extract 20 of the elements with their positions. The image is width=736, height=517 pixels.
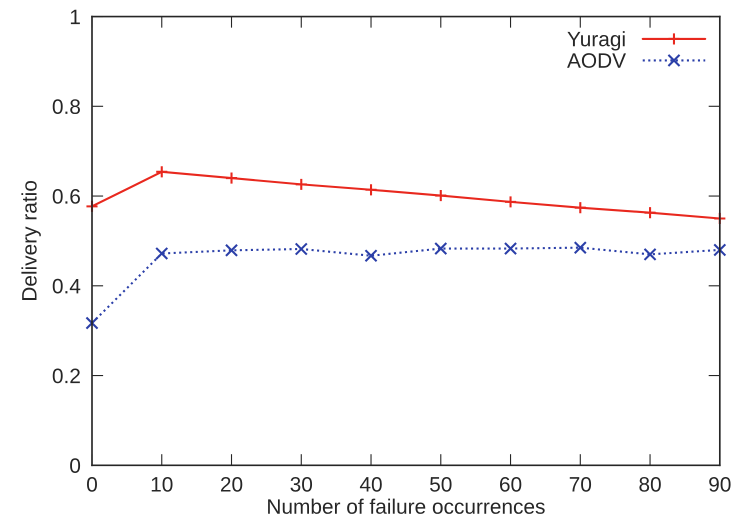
y-axis-title: Delivery ratio <box>21 181 41 300</box>
y-tick-label: 1 <box>70 10 80 24</box>
x-tick-label: 30 <box>290 476 312 492</box>
y-tick-label: 0.4 <box>52 278 80 294</box>
x-tick-label: 70 <box>570 476 592 492</box>
x-tick-label: 90 <box>709 476 731 492</box>
x-tick-label: 60 <box>500 476 522 492</box>
legend-label: AODV <box>567 53 626 68</box>
y-tick-label: 0.2 <box>52 368 80 384</box>
x-axis-title: Number of failure occurrences <box>268 498 545 514</box>
x-tick-label: 10 <box>152 476 173 492</box>
legend-label: Yuragi <box>567 31 625 51</box>
y-tick-label: 0.6 <box>52 189 80 204</box>
y-tick-label: 0 <box>70 458 80 474</box>
x-tick-label: 0 <box>87 476 97 492</box>
x-tick-label: 40 <box>360 476 382 492</box>
y-tick-label: 0.8 <box>52 99 80 114</box>
x-tick-label: 80 <box>639 476 661 492</box>
x-tick-label: 20 <box>220 476 242 492</box>
x-tick-label: 50 <box>430 476 452 492</box>
